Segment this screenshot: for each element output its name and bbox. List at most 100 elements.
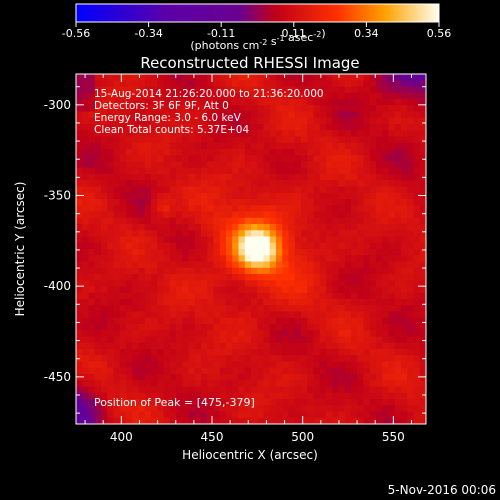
- heatmap-cell: [413, 292, 421, 300]
- heatmap-cell: [176, 74, 183, 81]
- heatmap-cell: [282, 342, 289, 350]
- heatmap-cell: [107, 411, 114, 419]
- heatmap-cell: [132, 274, 139, 281]
- heatmap-cell: [126, 180, 133, 187]
- heatmap-cell: [207, 299, 214, 306]
- heatmap-cell: [101, 411, 108, 419]
- heatmap-cell: [319, 349, 327, 356]
- heatmap-cell: [207, 361, 214, 369]
- heatmap-cell: [326, 380, 333, 387]
- heatmap-cell: [419, 392, 426, 400]
- heatmap-cell: [101, 130, 108, 137]
- heatmap-cell: [257, 180, 264, 187]
- heatmap-cell: [357, 161, 364, 169]
- heatmap-cell: [88, 349, 96, 356]
- heatmap-cell: [107, 367, 114, 375]
- heatmap-cell: [88, 405, 96, 412]
- heatmap-cell: [294, 80, 302, 87]
- heatmap-cell: [251, 311, 258, 319]
- heatmap-cell: [157, 367, 164, 375]
- heatmap-cell: [288, 211, 296, 219]
- heatmap-cell: [301, 86, 308, 94]
- heatmap-cell: [169, 92, 177, 100]
- heatmap-cell: [76, 74, 83, 81]
- heatmap-cell: [288, 342, 296, 350]
- heatmap-cell: [107, 80, 114, 87]
- heatmap-cell: [338, 267, 346, 275]
- heatmap-cell: [319, 299, 327, 306]
- heatmap-cell: [207, 236, 214, 244]
- heatmap-cell: [407, 305, 414, 312]
- heatmap-cell: [119, 255, 127, 262]
- heatmap-cell: [419, 124, 426, 131]
- heatmap-cell: [94, 86, 102, 94]
- heatmap-cell: [307, 411, 314, 419]
- heatmap-cell: [407, 255, 414, 262]
- heatmap-cell: [319, 74, 327, 81]
- heatmap-cell: [76, 405, 83, 412]
- heatmap-cell: [188, 149, 196, 156]
- heatmap-cell: [194, 274, 202, 281]
- heatmap-cell: [163, 105, 171, 112]
- heatmap-cell: [263, 99, 271, 106]
- heatmap-cell: [207, 74, 214, 81]
- heatmap-cell: [107, 124, 114, 131]
- heatmap-cell: [363, 380, 371, 387]
- heatmap-cell: [94, 242, 102, 250]
- heatmap-cell: [319, 355, 327, 362]
- colorbar-tick-label: 0.11: [282, 27, 307, 40]
- heatmap-cell: [332, 161, 339, 169]
- heatmap-cell: [307, 261, 314, 269]
- heatmap-cell: [182, 274, 189, 281]
- heatmap-cell: [294, 161, 302, 169]
- heatmap-cell: [307, 180, 314, 187]
- heatmap-cell: [307, 99, 314, 106]
- heatmap-cell: [244, 161, 252, 169]
- heatmap-cell: [88, 230, 96, 237]
- heatmap-cell: [288, 267, 296, 275]
- heatmap-cell: [394, 267, 402, 275]
- heatmap-cell: [394, 355, 402, 362]
- heatmap-cell: [207, 99, 214, 106]
- heatmap-cell: [282, 111, 289, 119]
- heatmap-cell: [332, 367, 339, 375]
- heatmap-cell: [113, 105, 121, 112]
- heatmap-cell: [188, 411, 196, 419]
- heatmap-cell: [157, 286, 164, 294]
- heatmap-cell: [338, 124, 346, 131]
- heatmap-cell: [138, 367, 146, 375]
- heatmap-cell: [138, 286, 146, 294]
- heatmap-cell: [88, 80, 96, 87]
- heatmap-cell: [294, 399, 302, 406]
- heatmap-cell: [357, 361, 364, 369]
- heatmap-cell: [244, 205, 252, 212]
- heatmap-cell: [407, 286, 414, 294]
- heatmap-cell: [326, 299, 333, 306]
- heatmap-cell: [244, 249, 252, 256]
- heatmap-cell: [288, 136, 296, 144]
- heatmap-cell: [251, 180, 258, 187]
- heatmap-cell: [163, 111, 171, 119]
- heatmap-cell: [119, 336, 127, 344]
- heatmap-cell: [194, 136, 202, 144]
- heatmap-cell: [344, 74, 352, 81]
- heatmap-cell: [213, 211, 221, 219]
- heatmap-cell: [307, 405, 314, 412]
- heatmap-cell: [288, 305, 296, 312]
- heatmap-cell: [101, 167, 108, 175]
- heatmap-cell: [232, 367, 239, 375]
- heatmap-cell: [88, 267, 96, 275]
- heatmap-cell: [207, 224, 214, 231]
- heatmap-cell: [394, 111, 402, 119]
- heatmap-cell: [94, 92, 102, 100]
- heatmap-cell: [319, 286, 327, 294]
- heatmap-cell: [126, 336, 133, 344]
- heatmap-cell: [207, 342, 214, 350]
- heatmap-cell: [76, 180, 83, 187]
- heatmap-cell: [76, 374, 83, 381]
- heatmap-cell: [263, 399, 271, 406]
- heatmap-cell: [338, 261, 346, 269]
- heatmap-cell: [138, 74, 146, 81]
- heatmap-cell: [194, 330, 202, 337]
- heatmap-cell: [213, 224, 221, 231]
